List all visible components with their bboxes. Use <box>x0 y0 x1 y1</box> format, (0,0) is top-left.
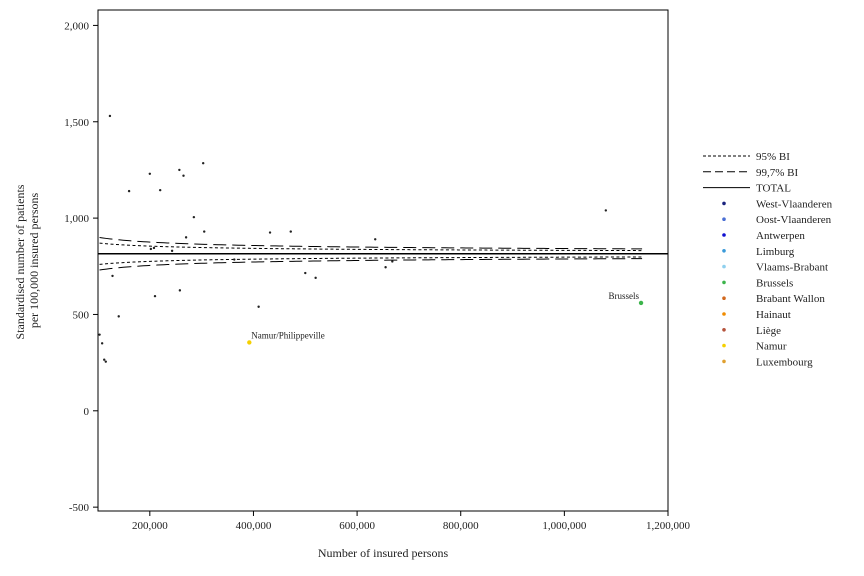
data-point-15 <box>178 168 181 172</box>
legend-label-luxembourg: Luxembourg <box>756 356 813 368</box>
legend-label-brussels: Brussels <box>756 277 793 289</box>
legend-swatch-brabant-wallon <box>722 296 726 301</box>
legend-label-antwerpen: Antwerpen <box>756 230 805 242</box>
data-point-4 <box>104 360 107 363</box>
y-tick-label-4: 1,000 <box>64 213 89 225</box>
legend-swatch-namur <box>722 343 726 348</box>
y-tick-label-1: -500 <box>69 502 90 514</box>
data-point-28 <box>314 276 317 280</box>
legend: 95% BI 99,7% BI TOTAL West-Vlaanderen Oost-V… <box>703 151 833 368</box>
x-tick-label-1: 200,000 <box>132 520 168 532</box>
data-point-33 <box>638 300 644 306</box>
data-point-21 <box>203 230 206 233</box>
data-point-26 <box>289 230 292 233</box>
x-tick-label-4: 800,000 <box>443 520 479 532</box>
data-point-7 <box>117 315 120 318</box>
data-point-23 <box>247 340 252 345</box>
legend-swatch-oost-vlaanderen <box>722 217 726 221</box>
data-point-14 <box>170 249 174 253</box>
ci997-lower-line <box>99 258 643 271</box>
legend-swatch-west-vlaanderen <box>722 201 726 206</box>
data-point-27 <box>304 271 307 275</box>
data-point-13 <box>158 188 162 192</box>
data-point-19 <box>192 215 196 219</box>
y-axis-title: Standardised number of patients per 100,… <box>13 182 41 340</box>
legend-label-hainaut: Hainaut <box>756 309 791 321</box>
data-point-1 <box>98 333 101 336</box>
ci997-upper-line <box>99 236 643 250</box>
data-point-25 <box>268 231 272 234</box>
data-point-12 <box>153 294 157 298</box>
legend-swatch-brussels <box>722 280 726 285</box>
legend-label-west-vlaanderen: West-Vlaanderen <box>756 198 833 210</box>
ci95-lower-line <box>99 256 643 265</box>
x-tick-label-5: 1,000,000 <box>542 520 587 532</box>
legend-swatch-antwerpen <box>722 233 726 237</box>
legend-label-limburg: Limburg <box>756 246 795 258</box>
legend-swatch-luxembourg <box>722 359 726 364</box>
x-tick-label-2: 400,000 <box>236 520 272 532</box>
legend-swatch-li-ge <box>722 328 726 332</box>
y-axis-title-line-2: per 100,000 insured persons <box>27 193 41 329</box>
data-point-5 <box>108 114 112 118</box>
data-point-11 <box>152 246 156 250</box>
plot-frame <box>97 9 669 512</box>
data-point-2 <box>100 342 104 345</box>
data-point-24 <box>257 305 260 308</box>
plot-area: Brussels Namur/Philippeville <box>98 114 668 363</box>
annotation-brussels: Brussels <box>609 291 640 301</box>
legend-swatch-vlaams-brabant <box>722 264 726 269</box>
data-point-32 <box>604 209 608 212</box>
y-tick-label-5: 1,500 <box>64 117 89 129</box>
data-point-31 <box>391 260 394 263</box>
y-tick-label-2: 0 <box>84 406 90 418</box>
legend-label-95-bi: 95% BI <box>756 151 790 163</box>
data-point-16 <box>178 289 182 292</box>
data-point-8 <box>127 189 131 193</box>
data-point-20 <box>201 161 205 165</box>
y-tick-label-6: 2,000 <box>64 20 89 32</box>
data-point-18 <box>184 236 188 239</box>
data-point-29 <box>374 238 377 241</box>
y-tick-label-3: 500 <box>73 309 90 321</box>
data-point-3 <box>103 358 106 361</box>
legend-label-total: TOTAL <box>756 183 791 195</box>
legend-swatch-limburg <box>722 249 726 253</box>
annotation-namur-philippeville: Namur/Philippeville <box>251 330 324 340</box>
legend-label-oost-vlaanderen: Oost-Vlaanderen <box>756 214 832 226</box>
data-point-30 <box>384 266 387 269</box>
y-axis-title-line-1: Standardised number of patients <box>13 184 27 339</box>
legend-label-brabant-wallon: Brabant Wallon <box>756 293 825 305</box>
legend-label-li-ge: Liège <box>756 325 781 337</box>
axes: 200,000 400,000 600,000 800,000 1,000,000 1,2… <box>64 20 690 532</box>
data-point-6 <box>111 274 114 278</box>
data-point-17 <box>182 174 185 177</box>
x-tick-label-3: 600,000 <box>339 520 375 532</box>
data-point-10 <box>149 247 153 251</box>
legend-label-namur: Namur <box>756 341 787 353</box>
legend-swatch-hainaut <box>722 312 726 316</box>
ci95-upper-line <box>99 242 643 252</box>
legend-label-vlaams-brabant: Vlaams-Brabant <box>756 262 828 274</box>
data-point-9 <box>148 172 152 175</box>
x-axis-title: Number of insured persons <box>318 546 449 560</box>
x-tick-label-6: 1,200,000 <box>646 520 691 532</box>
legend-label-99-7-bi: 99,7% BI <box>756 167 799 179</box>
data-point-22 <box>233 258 236 261</box>
